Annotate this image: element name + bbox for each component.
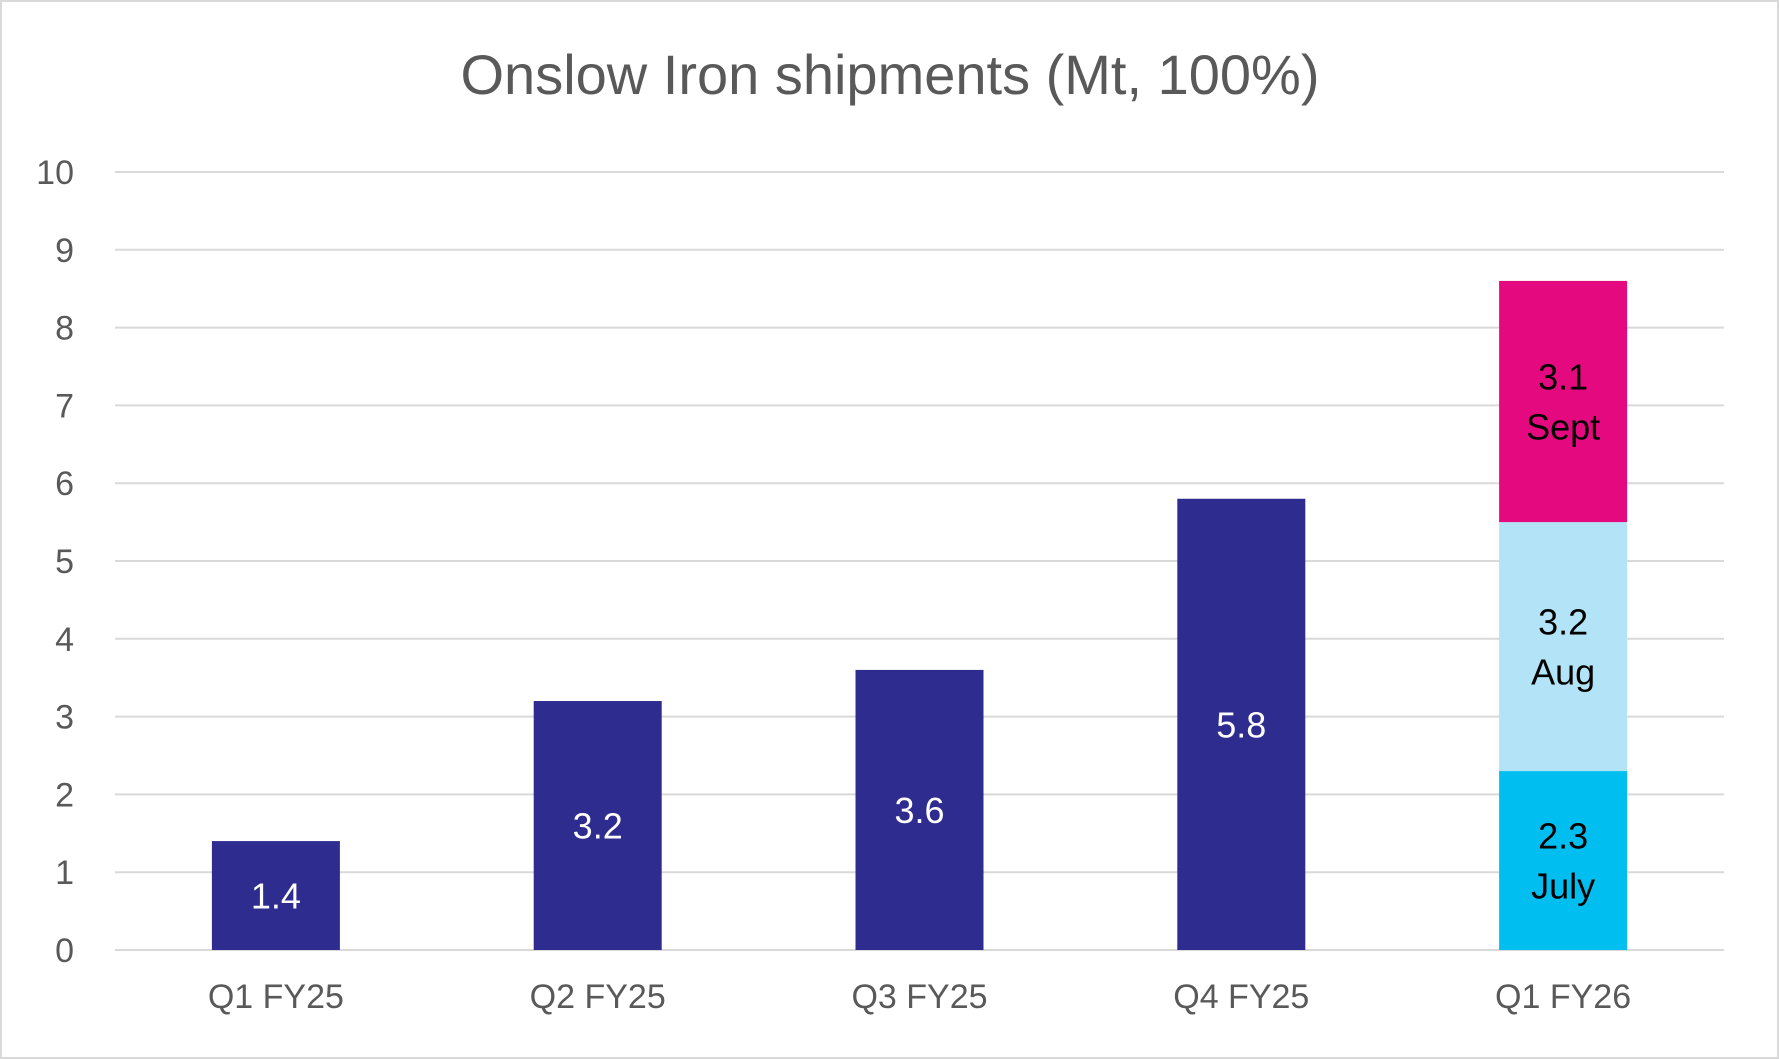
y-tick-label-2: 2 — [55, 776, 74, 814]
x-category-label-0: Q1 FY25 — [208, 978, 344, 1016]
data-label-4-series-2-line-0: 3.2 — [1538, 602, 1588, 643]
data-label-0-series-0-line-0: 1.4 — [251, 876, 301, 917]
bar-0-series-0 — [211, 841, 340, 950]
x-category-label-1: Q2 FY25 — [530, 978, 666, 1016]
bar-4-series-2 — [1499, 522, 1628, 772]
bar-2-series-0 — [855, 669, 984, 950]
y-tick-label-4: 4 — [55, 621, 74, 659]
data-label-4-series-1-line-1: July — [1531, 866, 1595, 907]
bars — [211, 280, 1628, 950]
y-tick-label-7: 7 — [55, 387, 74, 425]
y-tick-label-0: 0 — [55, 932, 74, 970]
bar-4-series-1 — [1499, 771, 1628, 950]
bar-3-series-0 — [1177, 498, 1306, 950]
gridlines — [115, 171, 1724, 951]
y-tick-label-8: 8 — [55, 310, 74, 348]
x-category-label-3: Q4 FY25 — [1173, 978, 1309, 1016]
data-label-4-series-3-line-1: Sept — [1526, 407, 1600, 448]
y-tick-label-5: 5 — [55, 543, 74, 581]
y-tick-label-1: 1 — [55, 854, 74, 892]
x-axis-categories: Q1 FY25 Q2 FY25 Q3 FY25 Q4 FY25 Q1 FY26 — [208, 978, 1631, 1016]
y-tick-label-3: 3 — [55, 699, 74, 737]
x-category-label-4: Q1 FY26 — [1495, 978, 1631, 1016]
y-tick-label-6: 6 — [55, 465, 74, 503]
bar-labels: 1.4 3.2 3.6 5.8 2.3 July 3.2 Aug 3.1 Sept — [251, 357, 1600, 917]
y-axis-ticks: 0 1 2 3 4 5 6 7 8 9 10 — [36, 154, 74, 970]
data-label-1-series-0-line-0: 3.2 — [573, 806, 623, 847]
data-label-4-series-3-line-0: 3.1 — [1538, 357, 1588, 398]
bar-1-series-0 — [533, 701, 662, 950]
chart-title: Onslow Iron shipments (Mt, 100%) — [461, 43, 1320, 106]
y-tick-label-9: 9 — [55, 232, 74, 270]
x-category-label-2: Q3 FY25 — [851, 978, 987, 1016]
bar-4-series-3 — [1499, 280, 1628, 523]
data-label-3-series-0-line-0: 5.8 — [1216, 704, 1266, 745]
data-label-4-series-1-line-0: 2.3 — [1538, 816, 1588, 857]
data-label-4-series-2-line-1: Aug — [1531, 652, 1595, 693]
y-tick-label-10: 10 — [36, 154, 74, 192]
data-label-2-series-0-line-0: 3.6 — [894, 790, 944, 831]
